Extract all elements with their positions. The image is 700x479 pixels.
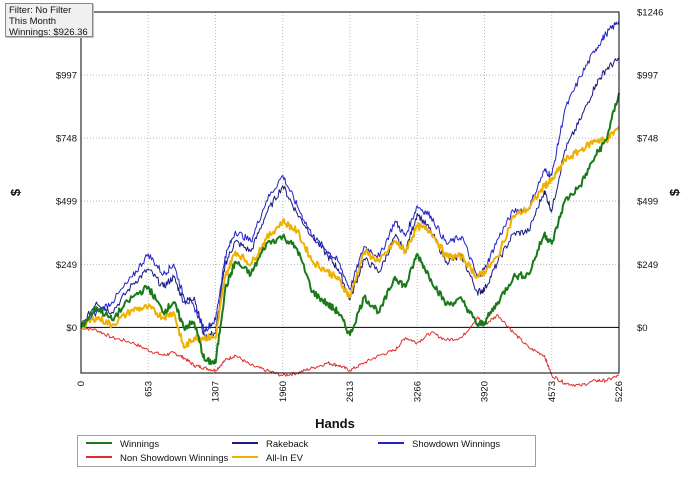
series-line-all-in-ev: [80, 126, 620, 349]
legend-item: Winnings: [86, 439, 159, 451]
chart-axes: [80, 11, 620, 374]
legend-item: All-In EV: [232, 453, 303, 465]
x-tick-label: 653: [143, 381, 154, 397]
x-tick-label: 4573: [547, 381, 558, 402]
chart-labels: $0 $0 $249 $249 $499 $499 $748 $748 $997 $997 $124…: [8, 8, 682, 432]
legend-item: Non Showdown Winnings: [86, 453, 228, 465]
x-tick-label: 5226: [614, 381, 625, 402]
y-tick-label-top: $1246: [637, 8, 663, 19]
legend-item: Rakeback: [232, 439, 308, 451]
legend-label: Winnings: [120, 439, 160, 450]
y-tick-label-right: $997: [637, 71, 658, 82]
y-tick-label-left: $0: [66, 323, 77, 334]
chart-legend: Winnings Rakeback Showdown Winnings Non Sho…: [77, 435, 536, 467]
y-axis-title-right: $: [667, 188, 682, 196]
legend-swatch: [232, 442, 258, 445]
y-tick-label-left: $249: [56, 260, 77, 271]
legend-item: Showdown Winnings: [378, 439, 500, 451]
y-tick-label-right: $748: [637, 134, 658, 145]
plot-frame: [80, 11, 620, 374]
legend-label: All-In EV: [266, 453, 303, 464]
y-tick-label-right: $249: [637, 260, 658, 271]
x-axis-title: Hands: [315, 416, 355, 431]
series-line-non-showdown-winnings: [80, 314, 620, 387]
legend-label: Rakeback: [266, 439, 309, 450]
y-tick-label-left: $499: [56, 197, 77, 208]
legend-swatch: [86, 456, 112, 459]
period-label: This Month: [9, 16, 56, 27]
x-tick-label: 2613: [345, 381, 356, 402]
legend-label: Showdown Winnings: [412, 439, 501, 450]
y-tick-label-right: $499: [637, 197, 658, 208]
y-axis-title-left: $: [8, 188, 23, 196]
x-tick-label: 3266: [412, 381, 423, 402]
x-tick-label: 1307: [211, 381, 222, 402]
series-line-winnings: [80, 92, 620, 365]
filter-label: Filter: No Filter: [9, 5, 72, 16]
x-tick-label: 1960: [278, 381, 289, 402]
filter-info-box: Filter: No Filter This Month Winnings: $…: [5, 3, 93, 38]
legend-swatch: [232, 456, 258, 459]
y-tick-label-left: $997: [56, 71, 77, 82]
legend-swatch: [378, 442, 404, 445]
legend-swatch: [86, 442, 112, 445]
y-tick-label-right: $0: [637, 323, 648, 334]
chart-series: [80, 20, 620, 387]
x-tick-label: 0: [76, 381, 87, 386]
winnings-total: Winnings: $926.36: [9, 27, 88, 38]
y-tick-label-left: $748: [56, 134, 77, 145]
legend-label: Non Showdown Winnings: [120, 453, 229, 464]
x-tick-label: 3920: [480, 381, 491, 402]
series-line-rakeback: [80, 57, 620, 341]
